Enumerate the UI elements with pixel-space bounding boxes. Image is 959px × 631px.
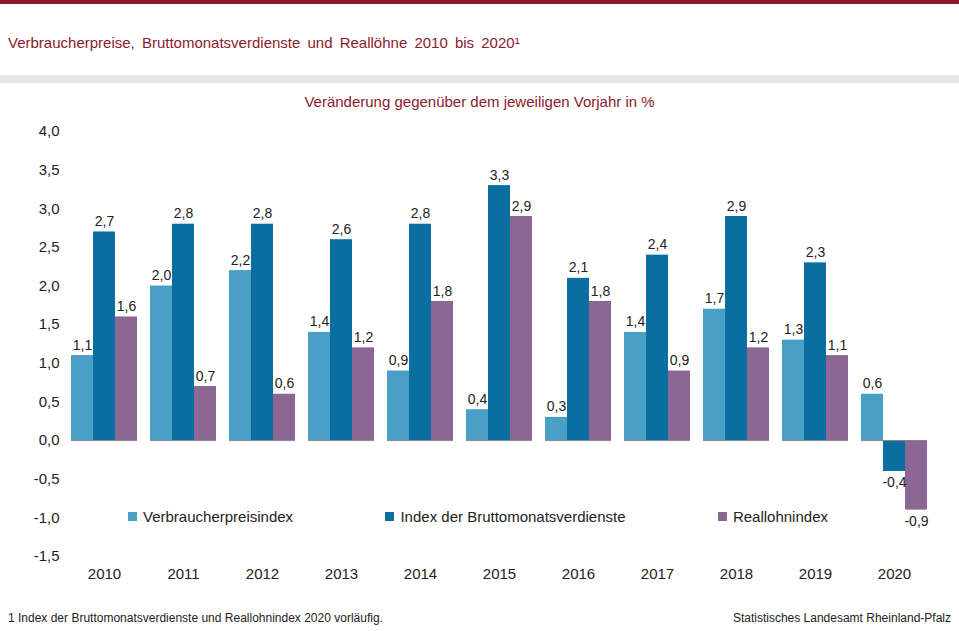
- svg-text:1,8: 1,8: [433, 283, 453, 299]
- svg-text:1,4: 1,4: [626, 313, 646, 329]
- svg-text:1,1: 1,1: [73, 337, 93, 353]
- svg-text:1,2: 1,2: [749, 329, 769, 345]
- svg-text:3,3: 3,3: [490, 167, 510, 183]
- svg-text:2,1: 2,1: [569, 259, 589, 275]
- svg-text:2018: 2018: [720, 565, 753, 582]
- svg-text:2,8: 2,8: [253, 205, 273, 221]
- svg-text:4,0: 4,0: [39, 122, 60, 139]
- svg-text:1,7: 1,7: [705, 290, 725, 306]
- svg-text:2,6: 2,6: [332, 221, 352, 237]
- svg-text:2015: 2015: [483, 565, 516, 582]
- svg-text:2,4: 2,4: [648, 236, 668, 252]
- svg-text:0,3: 0,3: [547, 398, 567, 414]
- svg-text:-1,0: -1,0: [34, 509, 60, 526]
- svg-text:2019: 2019: [799, 565, 832, 582]
- svg-text:0,9: 0,9: [389, 352, 409, 368]
- svg-text:-0,5: -0,5: [34, 470, 60, 487]
- svg-text:2012: 2012: [246, 565, 279, 582]
- svg-text:2011: 2011: [167, 565, 199, 582]
- svg-text:2,0: 2,0: [39, 277, 60, 294]
- svg-text:0,6: 0,6: [863, 375, 883, 391]
- html-text:Reallohnindex: Reallohnindex: [732, 508, 828, 526]
- svg-text:2013: 2013: [325, 565, 358, 582]
- svg-text:3,5: 3,5: [39, 161, 60, 178]
- svg-text:2,9: 2,9: [727, 198, 747, 214]
- svg-text:0,4: 0,4: [468, 391, 488, 407]
- html-text:Veränderung gegenüber dem jewe: Veränderung gegenüber dem jeweiligen Vor…: [304, 93, 655, 110]
- svg-text:2014: 2014: [404, 565, 437, 582]
- svg-text:2,5: 2,5: [39, 238, 60, 255]
- svg-text:0,0: 0,0: [39, 431, 60, 448]
- html-text:Verbraucherpreisindex: Verbraucherpreisindex: [143, 508, 294, 526]
- svg-text:1,8: 1,8: [591, 283, 611, 299]
- html-text:1 Index der Bruttomonatsverdie: 1 Index der Bruttomonatsverdienste und R…: [8, 611, 383, 625]
- svg-text:1,0: 1,0: [39, 354, 60, 371]
- svg-text:2,8: 2,8: [411, 205, 431, 221]
- svg-text:-1,5: -1,5: [34, 547, 60, 564]
- html-text:Statistisches Landesamt Rheinl: Statistisches Landesamt Rheinland-Pfalz: [732, 611, 951, 625]
- svg-text:-0,9: -0,9: [904, 513, 928, 529]
- svg-text:0,7: 0,7: [196, 368, 216, 384]
- svg-text:1,1: 1,1: [828, 337, 848, 353]
- svg-text:1,2: 1,2: [354, 329, 374, 345]
- svg-text:0,9: 0,9: [670, 352, 690, 368]
- svg-text:2,9: 2,9: [512, 198, 532, 214]
- svg-text:1,6: 1,6: [117, 298, 137, 314]
- svg-text:0,5: 0,5: [39, 393, 60, 410]
- svg-text:0,6: 0,6: [275, 375, 295, 391]
- svg-text:2017: 2017: [641, 565, 674, 582]
- svg-text:3,0: 3,0: [39, 200, 60, 217]
- svg-text:2,2: 2,2: [231, 252, 251, 268]
- svg-text:1,4: 1,4: [310, 313, 330, 329]
- svg-text:2020: 2020: [878, 565, 911, 582]
- svg-text:2,8: 2,8: [174, 205, 194, 221]
- svg-text:2,7: 2,7: [95, 213, 115, 229]
- svg-text:1,3: 1,3: [784, 321, 804, 337]
- html-text:Index der Bruttomonatsverdiens: Index der Bruttomonatsverdienste: [400, 508, 626, 526]
- svg-text:2010: 2010: [88, 565, 121, 582]
- svg-text:-0,4: -0,4: [882, 474, 906, 490]
- html-text:Verbraucherpreise, Bruttomonat: Verbraucherpreise, Bruttomonatsverdienst…: [8, 34, 520, 51]
- svg-text:2,3: 2,3: [806, 244, 826, 260]
- svg-text:2016: 2016: [562, 565, 595, 582]
- svg-text:1,5: 1,5: [39, 315, 60, 332]
- svg-text:2,0: 2,0: [152, 267, 172, 283]
